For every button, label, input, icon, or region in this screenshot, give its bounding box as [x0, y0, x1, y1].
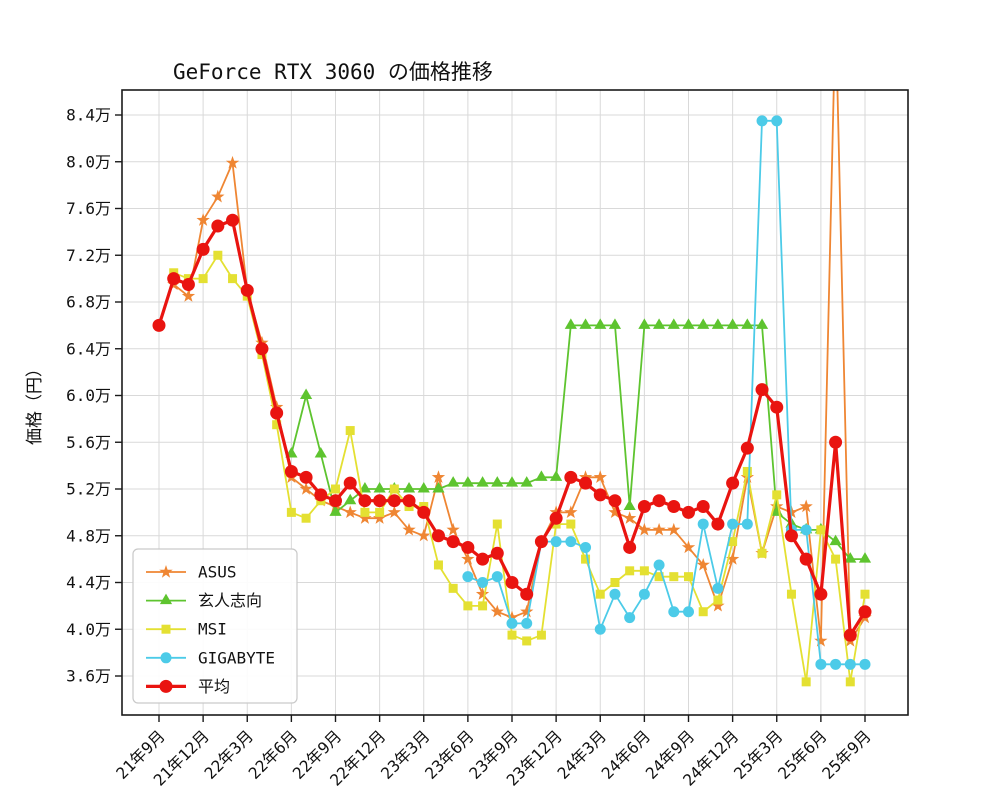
legend-entry: 平均: [146, 677, 230, 696]
y-tick-label: 6.0万: [66, 386, 111, 405]
legend-entry: MSI: [146, 620, 227, 639]
y-tick-label: 6.4万: [66, 339, 111, 358]
tick-marks: [115, 114, 866, 722]
legend: ASUS 玄人志向 MSI GIGABYTE 平均: [132, 548, 298, 704]
y-tick-label: 7.2万: [66, 246, 111, 265]
y-tick-label: 5.6万: [66, 433, 111, 452]
series-gigabyte: [462, 115, 871, 670]
legend-label: MSI: [198, 620, 227, 639]
y-tick-label: 7.6万: [66, 199, 111, 218]
legend-label: ASUS: [198, 563, 237, 582]
axes-border: [121, 89, 909, 716]
legend-entry: GIGABYTE: [146, 648, 275, 667]
chart-title: GeForce RTX 3060 の価格推移: [173, 60, 493, 84]
y-tick-label: 4.0万: [66, 620, 111, 639]
series-markers: [462, 115, 871, 670]
y-axis-label: 価格（円）: [25, 360, 45, 445]
legend-label: 平均: [198, 677, 230, 696]
y-tick-label: 8.4万: [66, 106, 111, 125]
series-line: [290, 324, 866, 560]
legend-label: 玄人志向: [198, 591, 262, 610]
y-tick-label: 3.6万: [66, 667, 111, 686]
y-tick-label: 5.2万: [66, 480, 111, 499]
legend-entry: 玄人志向: [146, 591, 262, 610]
legend-label: GIGABYTE: [198, 648, 275, 667]
y-tick-label: 8.0万: [66, 152, 111, 171]
y-tick-label: 4.8万: [66, 526, 111, 545]
series-heikin: [152, 213, 872, 642]
series-line: [172, 254, 866, 683]
legend-entry: ASUS: [146, 563, 237, 582]
series-line: [467, 119, 866, 666]
y-tick-label: 6.8万: [66, 293, 111, 312]
plot-area: [152, 90, 872, 687]
series-markers: [152, 213, 872, 642]
y-tick-label: 4.4万: [66, 573, 111, 592]
